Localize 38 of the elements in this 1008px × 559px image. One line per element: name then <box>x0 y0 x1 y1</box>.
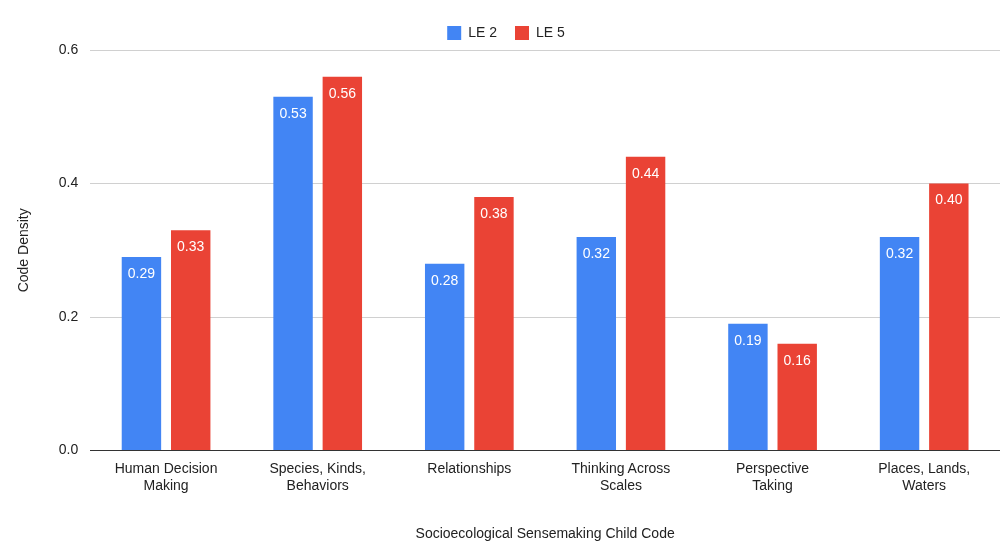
data-label: 0.28 <box>431 271 459 288</box>
legend-label: LE 5 <box>536 23 566 40</box>
data-label: 0.33 <box>177 238 205 255</box>
y-tick-label: 0.0 <box>58 441 79 458</box>
bar <box>171 230 211 451</box>
data-label: 0.56 <box>328 84 357 101</box>
y-tick-label: 0.4 <box>58 174 79 191</box>
y-tick-label: 0.6 <box>58 40 79 57</box>
data-label: 0.40 <box>935 191 963 208</box>
data-label: 0.32 <box>582 244 611 261</box>
bar <box>777 343 817 451</box>
bar <box>322 76 363 451</box>
x-tick-label: Species, Kinds, Behaviors <box>269 459 366 493</box>
x-tick-label: Thinking Across Scales <box>571 459 671 493</box>
data-label: 0.53 <box>279 104 307 121</box>
data-label: 0.32 <box>885 244 914 261</box>
x-axis-title: Socioecological Sensemaking Child Code <box>415 525 675 542</box>
bar <box>424 263 465 451</box>
y-tick-label: 0.2 <box>58 307 79 324</box>
data-label: 0.19 <box>734 331 762 348</box>
bar <box>879 236 920 451</box>
data-label: 0.29 <box>127 264 156 281</box>
data-label: 0.44 <box>631 164 660 181</box>
data-label: 0.16 <box>783 351 812 368</box>
x-tick-label: Places, Lands, Waters <box>878 459 971 493</box>
bar <box>474 196 514 451</box>
x-tick-label: Relationships <box>427 459 512 476</box>
x-tick-label: Human Decision Making <box>114 459 218 493</box>
legend-label: LE 2 <box>468 23 498 40</box>
bar <box>929 183 969 451</box>
bar <box>273 96 313 451</box>
data-label: 0.38 <box>480 204 508 221</box>
x-tick-label: Perspective Taking <box>735 459 810 493</box>
bar <box>121 256 162 451</box>
bar <box>625 156 666 451</box>
y-axis-title: Code Density <box>15 208 32 293</box>
bar <box>728 323 768 451</box>
bar <box>576 236 617 451</box>
